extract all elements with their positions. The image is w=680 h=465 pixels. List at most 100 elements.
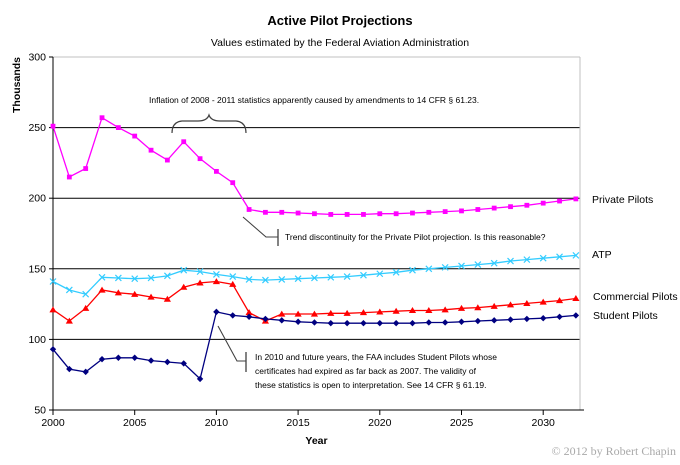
series-commercial-pilots-marker <box>131 290 139 297</box>
series-private-pilots-marker <box>99 115 105 121</box>
series-commercial-pilots-marker <box>114 289 122 296</box>
series-atp-marker <box>327 273 335 281</box>
series-atp-marker <box>376 270 384 278</box>
series-student-pilots-marker <box>131 354 138 361</box>
series-commercial-pilots-marker <box>65 317 73 324</box>
brace-2008-2011 <box>171 113 247 134</box>
series-commercial-pilots-marker <box>457 304 466 311</box>
series-atp-marker <box>425 265 433 273</box>
series-atp-marker <box>196 268 204 276</box>
series-student-pilots-marker <box>49 346 57 353</box>
series-student-pilots-marker <box>556 313 563 321</box>
y-axis-title: Thousands <box>11 57 23 113</box>
series-student-pilots-marker <box>409 319 416 327</box>
series-atp-marker <box>392 268 400 276</box>
series-private-pilots-marker <box>132 133 138 139</box>
series-private-pilots-marker <box>491 205 497 211</box>
series-student-pilots-marker <box>376 319 383 327</box>
annotation-discontinuity: Trend discontinuity for the Private Pilo… <box>285 232 546 242</box>
annotation-student-note-line1: In 2010 and future years, the FAA includ… <box>255 352 497 362</box>
series-atp-line <box>52 254 576 295</box>
series-atp-marker <box>147 274 155 282</box>
series-student-pilots-marker <box>229 312 236 319</box>
series-private-pilots-marker <box>557 198 562 204</box>
series-commercial-pilots-marker <box>327 309 335 316</box>
series-private-pilots-marker <box>312 211 317 217</box>
annotation-student-note: In 2010 and future years, the FAA includ… <box>255 350 497 392</box>
series-student-pilots-marker <box>523 315 531 323</box>
series-private-pilots-marker <box>50 123 56 129</box>
series-atp-marker <box>229 273 237 280</box>
series-commercial-pilots-marker <box>180 283 188 290</box>
series-private-pilots-marker <box>426 209 432 215</box>
series-private-pilots-marker <box>246 207 252 212</box>
x-tick-label: 2000 <box>41 417 65 429</box>
series-atp-marker <box>458 262 465 270</box>
series-private-pilots-marker <box>344 212 350 217</box>
x-axis-title: Year <box>305 435 327 447</box>
series-commercial-pilots-marker <box>408 307 417 314</box>
series-commercial-pilots-marker <box>506 301 515 308</box>
series-atp-marker <box>572 251 580 259</box>
series-student-pilots-marker <box>507 316 514 323</box>
y-tick-label: 150 <box>28 263 46 275</box>
series-commercial-pilots-marker <box>572 295 580 302</box>
series-commercial-pilots-marker <box>392 307 400 314</box>
series-commercial-pilots-marker <box>212 278 220 285</box>
series-student-pilots-marker <box>245 313 253 321</box>
series-atp-marker <box>294 275 302 283</box>
series-private-pilots-marker <box>230 180 236 186</box>
series-commercial-pilots-marker <box>229 280 237 287</box>
series-atp-marker <box>163 272 171 280</box>
callout-line-student-note <box>217 325 246 362</box>
series-private-pilots-marker <box>115 125 121 130</box>
series-private-pilots-marker <box>573 196 579 202</box>
series-student-pilots-marker <box>98 355 106 363</box>
series-student-pilots-marker <box>294 318 302 325</box>
series-student-pilots-marker <box>572 312 580 319</box>
series-student-pilots-marker <box>115 354 122 361</box>
series-private-pilots-marker <box>442 209 448 215</box>
series-student-pilots-marker <box>180 360 187 367</box>
series-private-pilots-line <box>52 116 576 216</box>
series-student-pilots-marker <box>278 317 285 324</box>
series-atp-marker <box>261 276 269 284</box>
series-atp-marker <box>212 271 220 278</box>
series-commercial-pilots-marker <box>376 308 384 315</box>
series-atp-marker <box>490 259 498 267</box>
series-commercial-pilots-marker <box>98 286 106 293</box>
series-commercial-pilots-marker <box>147 293 155 300</box>
series-student-pilots-marker <box>196 375 204 383</box>
series-student-pilots-marker <box>311 319 318 326</box>
series-atp-marker <box>343 273 351 280</box>
series-atp-marker <box>474 261 482 268</box>
series-commercial-pilots-marker <box>359 309 368 316</box>
series-private-pilots-marker <box>295 210 301 216</box>
series-student-pilots-marker <box>474 317 482 325</box>
series-atp-marker <box>245 275 253 283</box>
series-atp-marker <box>311 274 318 282</box>
x-tick-label: 2010 <box>205 417 229 429</box>
series-student-pilots-marker <box>425 319 433 326</box>
series-commercial-pilots-marker <box>310 310 319 317</box>
series-commercial-pilots-marker <box>474 304 482 311</box>
series-commercial-pilots-marker <box>294 310 302 317</box>
series-student-pilots-marker <box>82 368 89 376</box>
series-private-pilots-marker <box>214 168 219 174</box>
series-private-pilots-marker <box>263 209 268 215</box>
legend-label-atp: ATP <box>592 249 612 261</box>
series-private-pilots-marker <box>377 211 383 217</box>
series-atp-marker <box>507 257 514 265</box>
copyright-text: © 2012 by Robert Chapin <box>551 444 676 458</box>
annotation-inflation: Inflation of 2008 - 2011 statistics appa… <box>149 95 480 105</box>
chart-title: Active Pilot Projections <box>267 13 413 28</box>
series-student-pilots-marker <box>147 357 155 364</box>
series-private-pilots-marker <box>540 200 546 206</box>
series-private-pilots-marker <box>410 210 415 216</box>
series-atp-marker <box>556 253 563 261</box>
series-atp-marker <box>180 266 188 274</box>
series-commercial-pilots-marker <box>163 295 171 302</box>
series-atp-marker <box>539 254 547 262</box>
series-private-pilots-marker <box>459 208 464 214</box>
